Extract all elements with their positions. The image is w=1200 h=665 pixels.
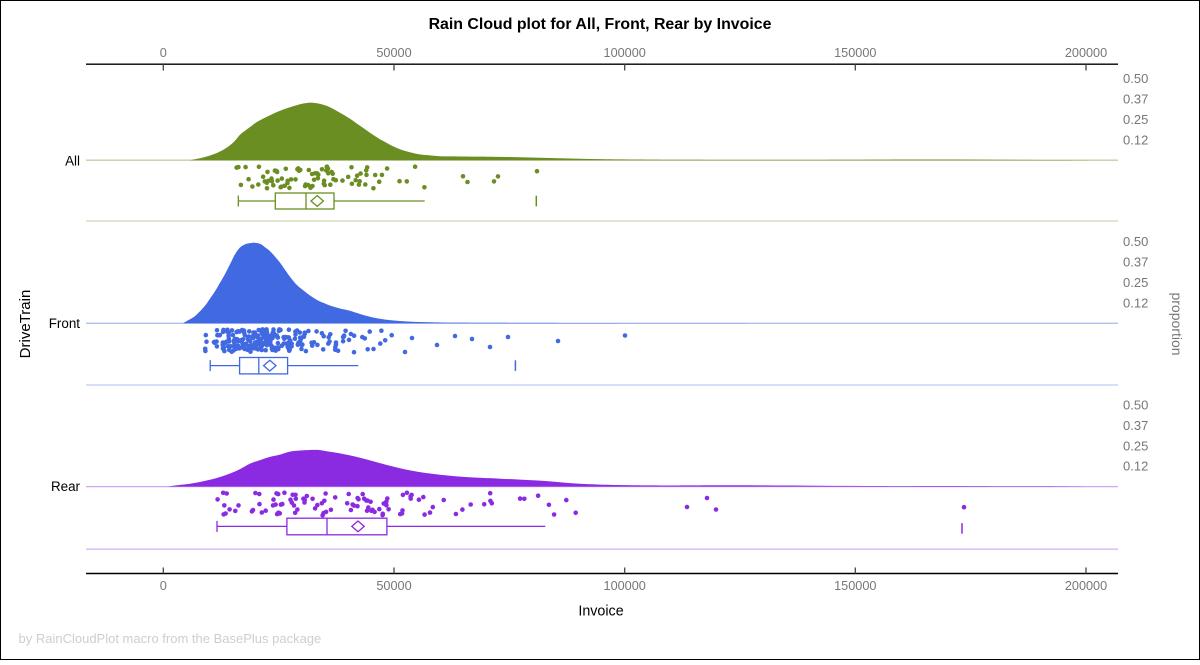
svg-text:50000: 50000 <box>376 579 411 593</box>
svg-text:0.12: 0.12 <box>1123 459 1148 474</box>
svg-text:100000: 100000 <box>604 579 646 593</box>
svg-text:0.25: 0.25 <box>1123 112 1148 127</box>
svg-text:0.37: 0.37 <box>1123 418 1148 433</box>
svg-text:0.37: 0.37 <box>1123 92 1148 107</box>
svg-text:0.50: 0.50 <box>1123 71 1148 86</box>
svg-text:50000: 50000 <box>376 46 411 60</box>
svg-text:100000: 100000 <box>604 46 646 60</box>
svg-text:0.25: 0.25 <box>1123 438 1148 453</box>
svg-text:0.12: 0.12 <box>1123 295 1148 310</box>
svg-text:Rear: Rear <box>51 479 81 494</box>
svg-text:All: All <box>65 154 80 169</box>
svg-text:Front: Front <box>49 316 81 331</box>
svg-text:Invoice: Invoice <box>578 604 623 620</box>
svg-text:proportion: proportion <box>1169 292 1185 355</box>
svg-text:150000: 150000 <box>834 579 876 593</box>
svg-text:0.25: 0.25 <box>1123 275 1148 290</box>
svg-text:200000: 200000 <box>1065 46 1107 60</box>
svg-text:150000: 150000 <box>834 46 876 60</box>
svg-text:by RainCloudPlot macro from th: by RainCloudPlot macro from the BasePlus… <box>19 631 322 646</box>
svg-text:0.50: 0.50 <box>1123 398 1148 413</box>
svg-text:0: 0 <box>160 46 167 60</box>
svg-text:Rain Cloud plot for All, Front: Rain Cloud plot for All, Front, Rear by … <box>429 16 772 33</box>
svg-text:0.50: 0.50 <box>1123 234 1148 249</box>
svg-text:0.37: 0.37 <box>1123 255 1148 270</box>
svg-text:DriveTrain: DriveTrain <box>17 290 34 359</box>
svg-text:0.12: 0.12 <box>1123 132 1148 147</box>
svg-text:0: 0 <box>160 579 167 593</box>
svg-text:200000: 200000 <box>1065 579 1107 593</box>
